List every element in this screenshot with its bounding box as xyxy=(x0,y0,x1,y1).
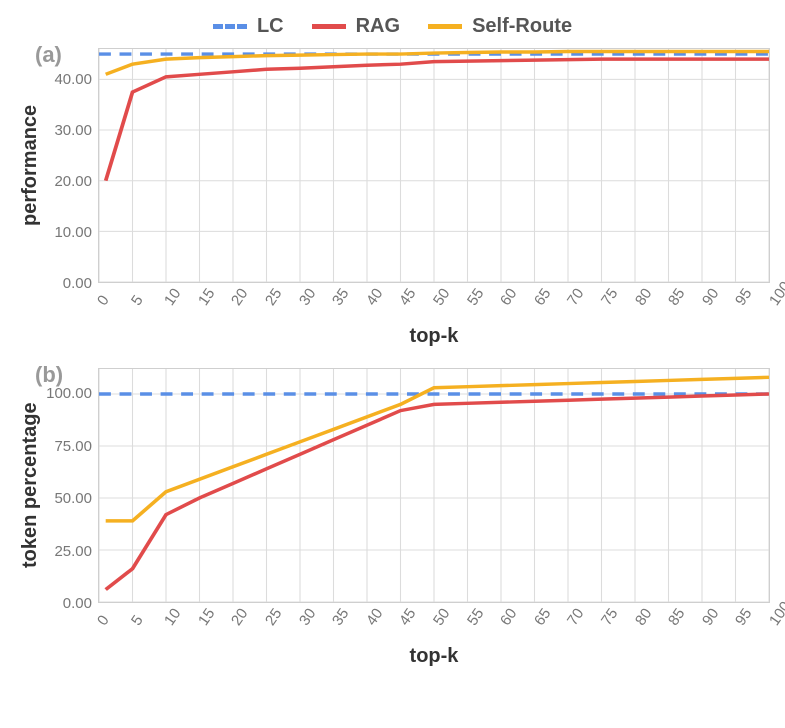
x-tick-label: 40 xyxy=(363,605,386,628)
x-tick-label: 75 xyxy=(598,605,621,628)
x-tick-label: 45 xyxy=(396,605,419,628)
chart-panel-a: (a)performance0.0010.0020.0030.0040.0005… xyxy=(15,48,770,348)
x-tick-label: 95 xyxy=(732,605,755,628)
y-tick-label: 25.00 xyxy=(54,543,92,560)
x-tick-label: 5 xyxy=(128,612,147,629)
legend-label: Self-Route xyxy=(472,15,572,38)
x-tick-label: 15 xyxy=(195,285,218,308)
series-rag xyxy=(106,394,769,590)
x-axis-label: top-k xyxy=(98,325,770,348)
x-tick-label: 65 xyxy=(531,605,554,628)
x-tick-label: 70 xyxy=(564,605,587,628)
y-tick-label: 0.00 xyxy=(63,595,92,612)
x-tick-label: 55 xyxy=(464,285,487,308)
x-tick-label: 85 xyxy=(665,285,688,308)
x-tick-label: 10 xyxy=(161,605,184,628)
x-tick-label: 35 xyxy=(329,605,352,628)
chart-panel-b: (b)token percentage0.0025.0050.0075.0010… xyxy=(15,368,770,668)
x-tick-label: 85 xyxy=(665,605,688,628)
x-tick-label: 60 xyxy=(497,605,520,628)
y-tick-label: 10.00 xyxy=(54,224,92,241)
x-axis-label: top-k xyxy=(98,645,770,668)
legend-item: Self-Route xyxy=(428,15,572,38)
x-tick-label: 5 xyxy=(128,292,147,309)
y-tick-label: 30.00 xyxy=(54,122,92,139)
legend-item: LC xyxy=(213,15,284,38)
y-axis-label: token percentage xyxy=(15,368,46,603)
legend-item: RAG xyxy=(312,15,400,38)
y-axis-label: performance xyxy=(15,48,46,283)
legend-label: LC xyxy=(257,15,284,38)
legend-label: RAG xyxy=(356,15,400,38)
x-ticks: 0510152025303540455055606570758085909510… xyxy=(98,287,770,323)
x-tick-label: 65 xyxy=(531,285,554,308)
x-tick-label: 25 xyxy=(262,285,285,308)
y-tick-label: 0.00 xyxy=(63,275,92,292)
series-self-route xyxy=(106,377,769,521)
y-tick-label: 50.00 xyxy=(54,490,92,507)
x-tick-label: 80 xyxy=(632,285,655,308)
y-ticks: 0.0025.0050.0075.00100.00 xyxy=(46,368,98,603)
legend-swatch xyxy=(428,24,462,29)
x-tick-label: 100 xyxy=(766,278,785,308)
x-tick-label: 45 xyxy=(396,285,419,308)
legend-swatch xyxy=(213,24,247,29)
figure: LCRAGSelf-Route (a)performance0.0010.002… xyxy=(15,15,770,668)
x-tick-label: 35 xyxy=(329,285,352,308)
x-tick-label: 75 xyxy=(598,285,621,308)
series-rag xyxy=(106,59,769,181)
x-tick-label: 10 xyxy=(161,285,184,308)
x-tick-label: 90 xyxy=(699,285,722,308)
x-tick-label: 40 xyxy=(363,285,386,308)
x-ticks: 0510152025303540455055606570758085909510… xyxy=(98,607,770,643)
y-ticks: 0.0010.0020.0030.0040.00 xyxy=(46,48,98,283)
x-tick-label: 15 xyxy=(195,605,218,628)
x-tick-label: 80 xyxy=(632,605,655,628)
x-tick-label: 20 xyxy=(228,605,251,628)
y-tick-label: 75.00 xyxy=(54,438,92,455)
x-tick-label: 30 xyxy=(296,285,319,308)
y-tick-label: 20.00 xyxy=(54,173,92,190)
x-tick-label: 60 xyxy=(497,285,520,308)
x-tick-label: 95 xyxy=(732,285,755,308)
x-tick-label: 50 xyxy=(430,605,453,628)
y-tick-label: 100.00 xyxy=(46,385,92,402)
legend-swatch xyxy=(312,24,346,29)
x-tick-label: 100 xyxy=(766,598,785,628)
y-tick-label: 40.00 xyxy=(54,71,92,88)
x-tick-label: 30 xyxy=(296,605,319,628)
x-tick-label: 55 xyxy=(464,605,487,628)
x-tick-label: 20 xyxy=(228,285,251,308)
x-tick-label: 90 xyxy=(699,605,722,628)
plot-area xyxy=(98,368,770,603)
x-tick-label: 50 xyxy=(430,285,453,308)
plot-area xyxy=(98,48,770,283)
x-tick-label: 25 xyxy=(262,605,285,628)
x-tick-label: 70 xyxy=(564,285,587,308)
legend: LC RAG Self-Route xyxy=(15,15,770,38)
